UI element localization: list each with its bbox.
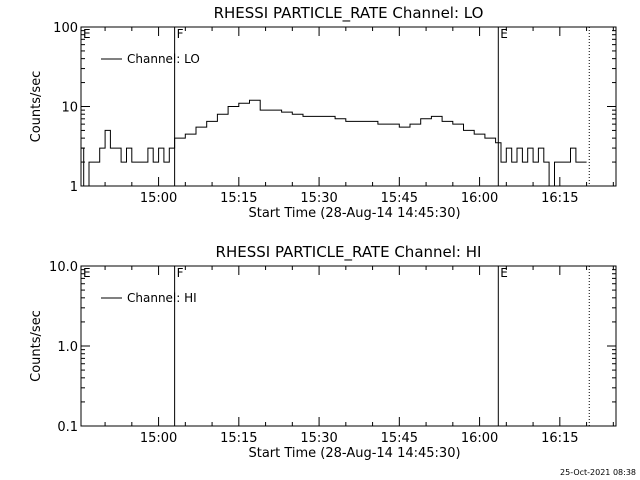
plot-frame — [80, 265, 617, 427]
x-tick-label: 15:15 — [220, 431, 257, 446]
x-tick-label: 16:15 — [541, 431, 578, 446]
lo-channel-panel: RHESSI PARTICLE_RATE Channel: LO 1 10 100 15… — [29, 4, 617, 221]
time-marker-label: E — [500, 27, 508, 41]
time-marker-label: E — [500, 266, 508, 280]
legend-label: Channel: HI — [127, 291, 197, 305]
y-tick-label: 1.0 — [57, 340, 78, 355]
x-tick-label: 15:45 — [381, 431, 418, 446]
x-tick-label: 15:30 — [300, 191, 337, 206]
y-tick-label: 1 — [70, 180, 78, 195]
x-axis-label: Start Time (28-Aug-14 14:45:30) — [248, 206, 460, 221]
x-tick-label: 15:00 — [140, 431, 177, 446]
y-axis-label: Counts/sec — [29, 310, 44, 382]
x-tick-label: 15:45 — [381, 191, 418, 206]
time-marker-label: F — [177, 27, 184, 41]
x-axis-label: Start Time (28-Aug-14 14:45:30) — [248, 446, 460, 461]
x-tick-label: 16:15 — [541, 191, 578, 206]
chart-title: RHESSI PARTICLE_RATE Channel: HI — [216, 243, 482, 262]
x-tick-label: 16:00 — [461, 191, 498, 206]
legend-label: Channel: LO — [127, 52, 200, 66]
series-line-channel-lo — [81, 99, 587, 187]
x-tick-label: 15:15 — [220, 191, 257, 206]
y-tick-label: 100 — [53, 21, 78, 36]
x-tick-label: 15:00 — [140, 191, 177, 206]
x-tick-label: 16:00 — [461, 431, 498, 446]
time-marker-label: E — [83, 266, 91, 280]
time-marker-label: E — [83, 27, 91, 41]
footer-timestamp: 25-Oct-2021 08:38 — [560, 468, 636, 477]
chart-title: RHESSI PARTICLE_RATE Channel: LO — [214, 4, 484, 23]
x-tick-label: 15:30 — [300, 431, 337, 446]
y-tick-label: 10.0 — [49, 260, 78, 275]
y-tick-label: 10 — [61, 101, 78, 116]
y-tick-label: 0.1 — [57, 420, 78, 435]
y-axis-label: Counts/sec — [29, 71, 44, 143]
hi-channel-panel: RHESSI PARTICLE_RATE Channel: HI 0.1 1.0 10… — [29, 243, 617, 461]
time-marker-label: F — [177, 266, 184, 280]
